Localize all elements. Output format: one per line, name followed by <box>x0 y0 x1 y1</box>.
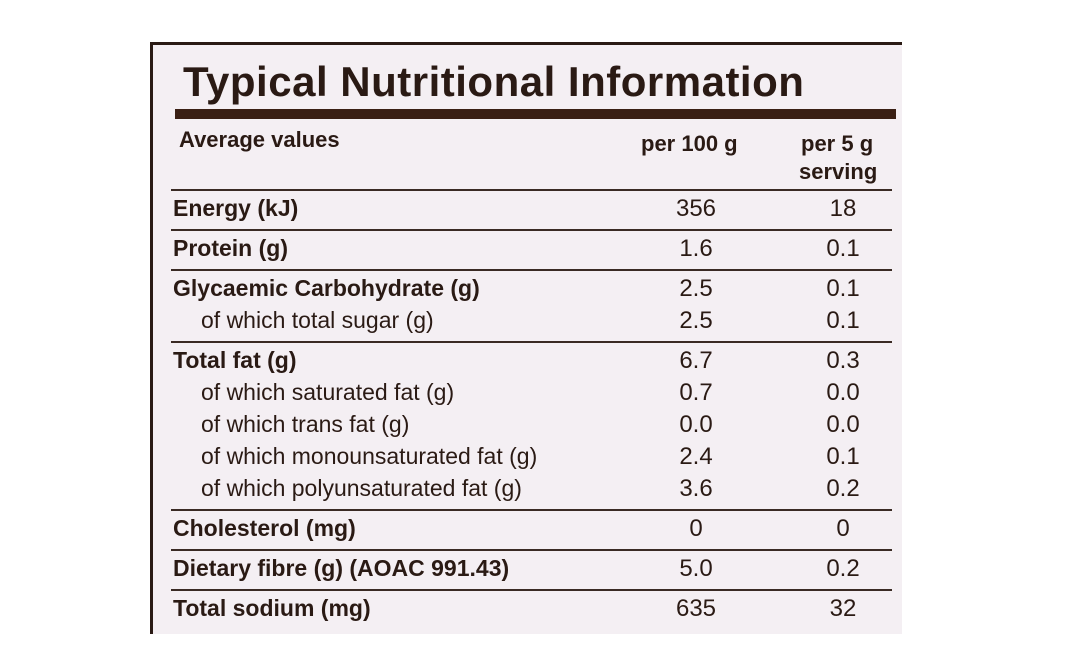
row-label: of which trans fat (g) <box>201 411 410 437</box>
header-per5: per 5 g <box>801 131 874 156</box>
row-label: Total sodium (mg) <box>173 595 371 621</box>
row-label: Glycaemic Carbohydrate (g) <box>173 275 480 301</box>
row-label: of which saturated fat (g) <box>201 379 455 405</box>
value-per100: 1.6 <box>679 235 713 262</box>
value-per100: 0.0 <box>679 411 713 438</box>
row-label: of which total sugar (g) <box>201 307 434 333</box>
value-per5: 32 <box>829 595 857 622</box>
title: Typical Nutritional Information <box>183 58 805 105</box>
row-rule <box>171 229 892 231</box>
value-per5: 0.1 <box>826 275 860 302</box>
value-per100: 0 <box>689 515 703 542</box>
row-rule <box>171 549 892 551</box>
value-per5: 0.1 <box>826 235 860 262</box>
row-label: Energy (kJ) <box>173 195 299 221</box>
row-rule <box>171 589 892 591</box>
row-label: Cholesterol (mg) <box>173 515 356 541</box>
row-rule <box>171 341 892 343</box>
value-per5: 0.1 <box>826 443 860 470</box>
value-per100: 5.0 <box>679 555 713 582</box>
value-per5: 18 <box>829 195 857 222</box>
header-per5: serving <box>799 159 878 184</box>
value-per5: 0.2 <box>826 475 860 502</box>
value-per100: 3.6 <box>679 475 713 502</box>
value-per5: 0.0 <box>826 411 860 438</box>
value-per5: 0.2 <box>826 555 860 582</box>
value-per100: 2.5 <box>679 307 713 334</box>
header-label: Average values <box>179 127 340 152</box>
value-per5: 0 <box>836 515 850 542</box>
row-label: Protein (g) <box>173 235 288 261</box>
row-rule <box>171 189 892 191</box>
value-per5: 0.0 <box>826 379 860 406</box>
value-per100: 2.4 <box>679 443 713 470</box>
value-per5: 0.3 <box>826 347 860 374</box>
value-per100: 356 <box>675 195 717 222</box>
value-per100: 635 <box>675 595 717 622</box>
value-per5: 0.1 <box>826 307 860 334</box>
value-per100: 2.5 <box>679 275 713 302</box>
header-per100: per 100 g <box>641 131 738 156</box>
row-label: of which polyunsaturated fat (g) <box>201 475 522 501</box>
row-rule <box>171 269 892 271</box>
row-rule <box>171 509 892 511</box>
row-label: of which monounsaturated fat (g) <box>201 443 538 469</box>
nutrition-label: Typical Nutritional Information Average … <box>150 42 902 634</box>
title-bar <box>175 109 896 119</box>
value-per100: 0.7 <box>679 379 713 406</box>
row-label: Dietary fibre (g) (AOAC 991.43) <box>173 555 510 581</box>
value-per100: 6.7 <box>679 347 713 374</box>
row-label: Total fat (g) <box>173 347 297 373</box>
